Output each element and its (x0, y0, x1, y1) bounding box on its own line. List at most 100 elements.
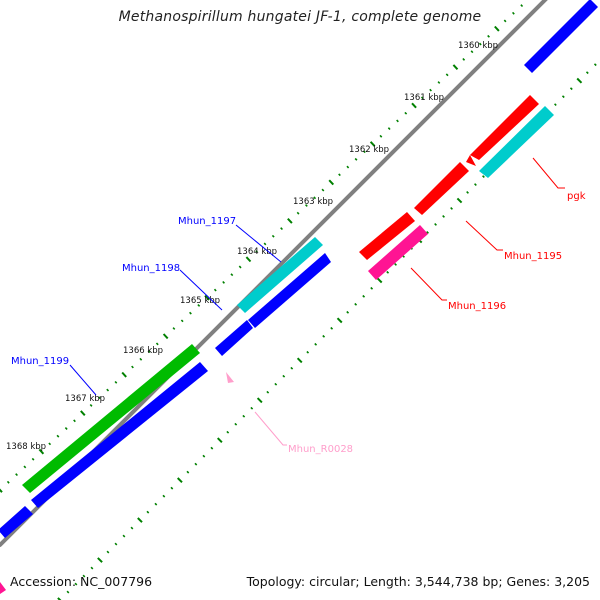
tick-mark (487, 34, 490, 38)
tick-mark (437, 81, 441, 84)
tick-mark (90, 566, 94, 570)
gene-feature-mhun-1198[interactable] (248, 253, 331, 328)
gene-feature-mhun-1195-a[interactable] (466, 95, 539, 166)
gene-feature-mhun-1197[interactable] (237, 237, 323, 313)
tick-mark (474, 183, 477, 186)
tick-mark (593, 63, 597, 67)
tick-mark (296, 211, 300, 215)
tick-mark (263, 242, 267, 246)
tick-mark (130, 526, 134, 530)
tick-mark (354, 157, 358, 161)
tick-mark (57, 597, 62, 600)
tick-mark (462, 57, 466, 61)
gene-feature-mhun-1195-c[interactable] (359, 212, 415, 260)
gene-label-mhun-1195[interactable]: Mhun_1195 (504, 251, 562, 262)
gene-feature[interactable] (524, 0, 598, 73)
tick-label: 1366 kbp (123, 346, 163, 356)
tick-mark (569, 87, 573, 91)
tick-mark (147, 350, 151, 354)
tick-mark (162, 494, 166, 498)
outer-tick-track (0, 4, 524, 493)
tick-mark (245, 256, 252, 263)
tick-mark (97, 557, 103, 563)
tick-label: 1362 kbp (349, 145, 389, 155)
tick-mark (98, 396, 101, 400)
tick-mark (242, 414, 246, 418)
tick-label: 1364 kbp (237, 247, 277, 257)
tick-mark (48, 442, 52, 446)
tick-mark (314, 342, 318, 346)
tick-mark (73, 419, 76, 423)
tick-mark (155, 342, 159, 346)
tick-label: 1360 kbp (458, 41, 498, 51)
gene-feature-mhun-1195-b[interactable] (414, 162, 469, 215)
tick-mark (322, 334, 326, 338)
tick-mark (404, 111, 408, 115)
tick-mark (256, 397, 263, 404)
tick-mark (282, 374, 286, 378)
tick-mark (396, 119, 399, 123)
tick-mark (122, 534, 126, 538)
tick-mark (170, 486, 174, 490)
tick-mark (296, 357, 303, 364)
gene-feature-bottom-blue[interactable] (0, 506, 33, 538)
tick-mark (250, 406, 254, 410)
tick-mark (362, 294, 366, 298)
gene-label-mhun-1197[interactable]: Mhun_1197 (178, 216, 236, 227)
tick-mark (131, 365, 134, 369)
gene-feature-long-blue[interactable] (31, 362, 208, 508)
tick-mark (23, 465, 27, 469)
gene-feature-mhun-1199[interactable] (22, 344, 200, 493)
tick-mark (186, 470, 190, 474)
tick-mark (470, 50, 474, 54)
tick-mark (426, 231, 429, 234)
tick-mark (121, 371, 127, 378)
tick-mark (114, 542, 118, 546)
tick-mark (338, 173, 341, 177)
tick-mark (576, 77, 583, 84)
gene-label-mhun-1199[interactable]: Mhun_1199 (11, 356, 69, 367)
tick-mark (6, 480, 10, 484)
gene-feature-pgk[interactable] (479, 106, 554, 178)
tick-mark (230, 273, 234, 277)
gene-feature-mhun-r0028[interactable] (226, 372, 234, 383)
gene-label-mhun-r0028[interactable]: Mhun_R0028 (288, 444, 353, 455)
tick-mark (222, 280, 225, 284)
tick-mark (336, 317, 343, 324)
tick-mark (330, 326, 334, 330)
gene-label-pgk[interactable]: pgk (567, 191, 586, 202)
tick-mark (139, 357, 143, 361)
tick-mark (512, 11, 515, 15)
tick-mark (450, 207, 453, 210)
tick-mark (280, 227, 283, 231)
tick-mark (456, 197, 463, 204)
tick-mark (64, 427, 68, 430)
tick-mark (561, 95, 565, 99)
tick-mark (370, 286, 374, 290)
tick-mark (226, 430, 230, 434)
gene-feature-mhun-1196[interactable] (368, 225, 428, 280)
tick-mark (56, 434, 60, 438)
tick-mark (346, 310, 350, 314)
tick-label: 1363 kbp (293, 197, 333, 207)
tick-label: 1367 kbp (65, 394, 105, 404)
tick-mark (379, 134, 383, 138)
gene-label-mhun-1196[interactable]: Mhun_1196 (448, 301, 506, 312)
tick-mark (176, 477, 183, 484)
tick-mark (306, 350, 310, 354)
tick-mark (274, 382, 278, 386)
gene-label-mhun-1198[interactable]: Mhun_1198 (122, 263, 180, 274)
tick-mark (66, 590, 70, 594)
tick-label: 1361 kbp (404, 93, 444, 103)
tick-mark (238, 265, 242, 269)
gene-feature-bottom-pink[interactable] (0, 582, 6, 594)
tick-mark (313, 196, 317, 200)
tick-mark (503, 19, 507, 23)
gene-feature-small-blue[interactable] (215, 320, 253, 356)
leader-line (235, 224, 282, 263)
tick-mark (202, 454, 206, 458)
tick-mark (478, 42, 482, 46)
tick-mark (137, 517, 143, 523)
